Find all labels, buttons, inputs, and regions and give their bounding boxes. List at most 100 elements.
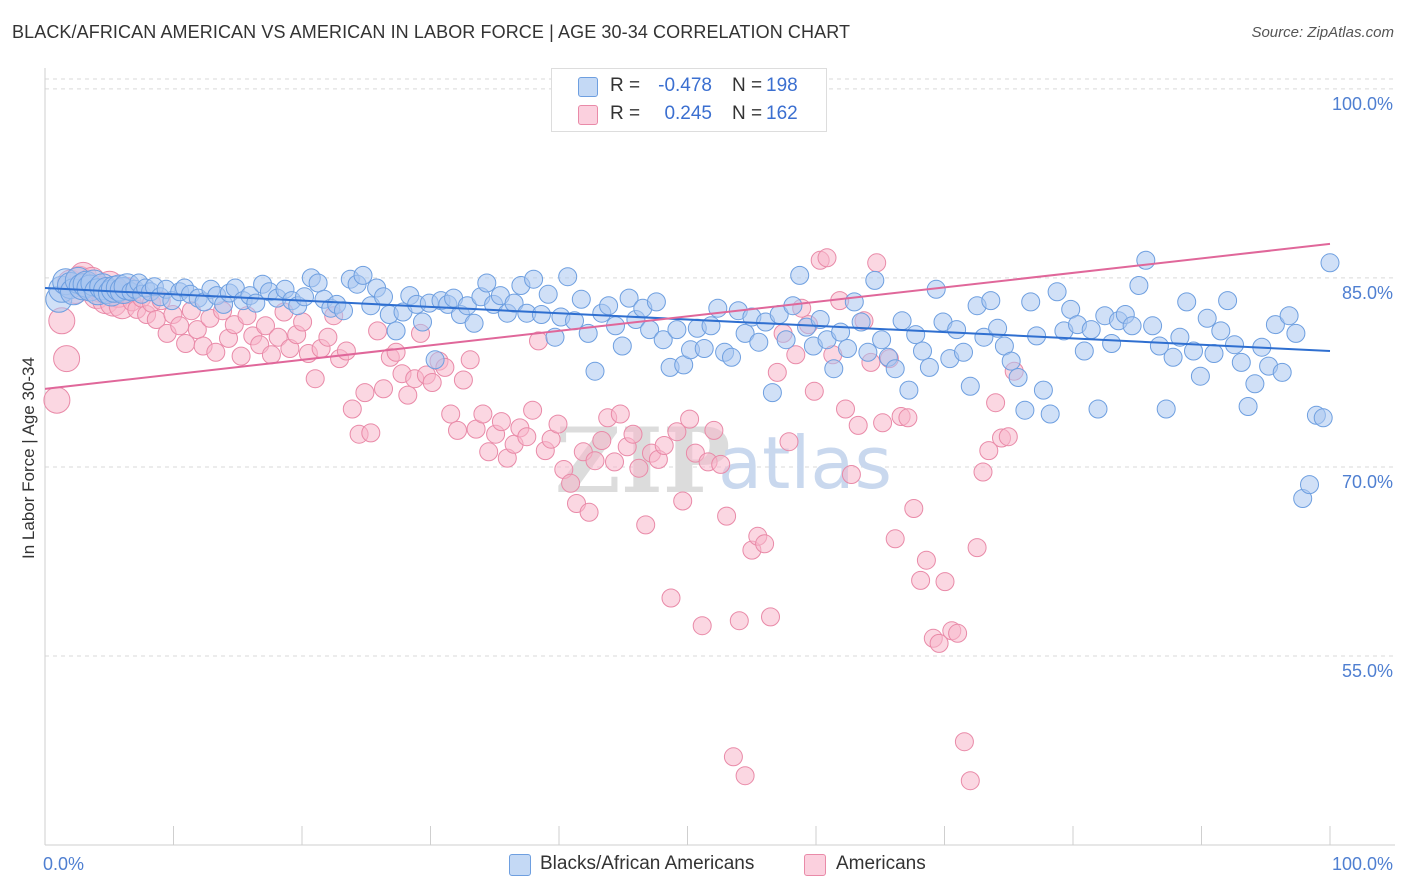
americans-point (711, 454, 731, 474)
americans-point (318, 327, 338, 347)
legend-n-value: 162 (766, 103, 798, 124)
blacks-point (1177, 292, 1197, 312)
blacks-point (295, 287, 314, 307)
americans-point (441, 404, 461, 424)
legend-swatch-pink (578, 105, 598, 125)
blacks-point (1218, 291, 1238, 311)
y-tick-label: 85.0% (1342, 283, 1393, 303)
blacks-point (1197, 308, 1217, 328)
blacks-point (1245, 374, 1265, 394)
americans-point (629, 458, 649, 478)
blacks-point (334, 301, 353, 321)
blacks-point (851, 312, 871, 332)
americans-point (386, 342, 406, 362)
blacks-point (1279, 306, 1299, 326)
blacks-point (858, 342, 878, 362)
blacks-points (45, 250, 1340, 508)
americans-point (723, 747, 743, 767)
americans-point (986, 393, 1006, 413)
americans-point (948, 623, 968, 643)
blacks-point (722, 347, 741, 367)
legend-n-label: N = (732, 103, 763, 124)
americans-point (848, 415, 868, 435)
bottom-legend-blacks: Blacks/African Americans (540, 853, 755, 874)
blacks-point (1047, 282, 1067, 302)
blacks-point (892, 311, 912, 331)
americans-point (767, 362, 787, 382)
blacks-point (1021, 292, 1041, 312)
americans-point (368, 321, 388, 341)
blacks-point (735, 323, 755, 343)
americans-point (523, 400, 543, 420)
blacks-point (810, 310, 830, 329)
americans-point (293, 312, 313, 332)
americans-points (43, 248, 1024, 791)
blacks-point (913, 341, 932, 361)
americans-point (960, 771, 980, 791)
americans-point (342, 399, 362, 419)
blacks-point (524, 269, 544, 289)
legend-r-value: 0.245 (664, 103, 712, 124)
blacks-point (919, 357, 939, 377)
x-tick-label: 100.0% (1332, 854, 1393, 874)
americans-point (935, 572, 955, 592)
americans-point (636, 515, 656, 535)
americans-point (231, 346, 251, 366)
blacks-point (960, 376, 980, 396)
blacks-point (1170, 327, 1190, 347)
blacks-point (619, 288, 639, 308)
americans-point (954, 732, 974, 752)
blacks-point (477, 273, 497, 293)
blacks-point (1211, 321, 1231, 341)
americans-point (355, 383, 375, 403)
blacks-point (1040, 404, 1060, 424)
americans-point (661, 588, 681, 608)
blacks-point (1163, 347, 1183, 367)
chart-title: BLACK/AFRICAN AMERICAN VS AMERICAN IN LA… (12, 22, 851, 42)
americans-point (885, 529, 905, 549)
blacks-point (1272, 362, 1292, 382)
blacks-point (1225, 335, 1244, 355)
americans-point (479, 442, 499, 462)
americans-point (374, 379, 393, 399)
americans-point (585, 451, 605, 471)
blacks-point (1143, 316, 1163, 336)
blacks-point (776, 330, 796, 350)
americans-point (361, 423, 381, 443)
americans-point (779, 432, 799, 452)
americans-point (804, 381, 824, 401)
y-axis-label: In Labor Force | Age 30-34 (19, 357, 38, 559)
blacks-point (1300, 475, 1319, 495)
americans-point (692, 616, 712, 636)
y-tick-label: 100.0% (1332, 94, 1393, 114)
legend-swatch-blue (578, 77, 598, 97)
blacks-point (531, 305, 551, 324)
axes (44, 68, 1395, 846)
blacks-point (504, 293, 524, 313)
legend-row-americans: R = 0.245 N = 162 (552, 101, 826, 127)
blacks-point (1074, 341, 1094, 361)
americans-trend-line (44, 242, 1331, 390)
blacks-point (571, 289, 591, 309)
blacks-point (1102, 334, 1122, 353)
blacks-point (1238, 397, 1258, 416)
americans-point (305, 369, 325, 389)
blacks-point (1184, 341, 1203, 361)
americans-point (735, 766, 755, 786)
americans-point (817, 248, 837, 268)
blacks-point (790, 265, 810, 285)
blacks-point (1204, 344, 1224, 363)
blacks-point (353, 265, 373, 285)
blacks-point (585, 361, 605, 381)
blacks-point (1008, 368, 1028, 387)
blacks-point (457, 296, 477, 316)
blacks-point (1313, 408, 1333, 428)
y-tick-label: 70.0% (1342, 472, 1393, 492)
bottom-legend-swatch-pink (804, 854, 826, 876)
watermark-atlas: atlas (718, 421, 892, 505)
americans-point (43, 386, 71, 414)
americans-point (548, 414, 568, 434)
americans-point (729, 611, 749, 631)
americans-point (979, 441, 999, 461)
